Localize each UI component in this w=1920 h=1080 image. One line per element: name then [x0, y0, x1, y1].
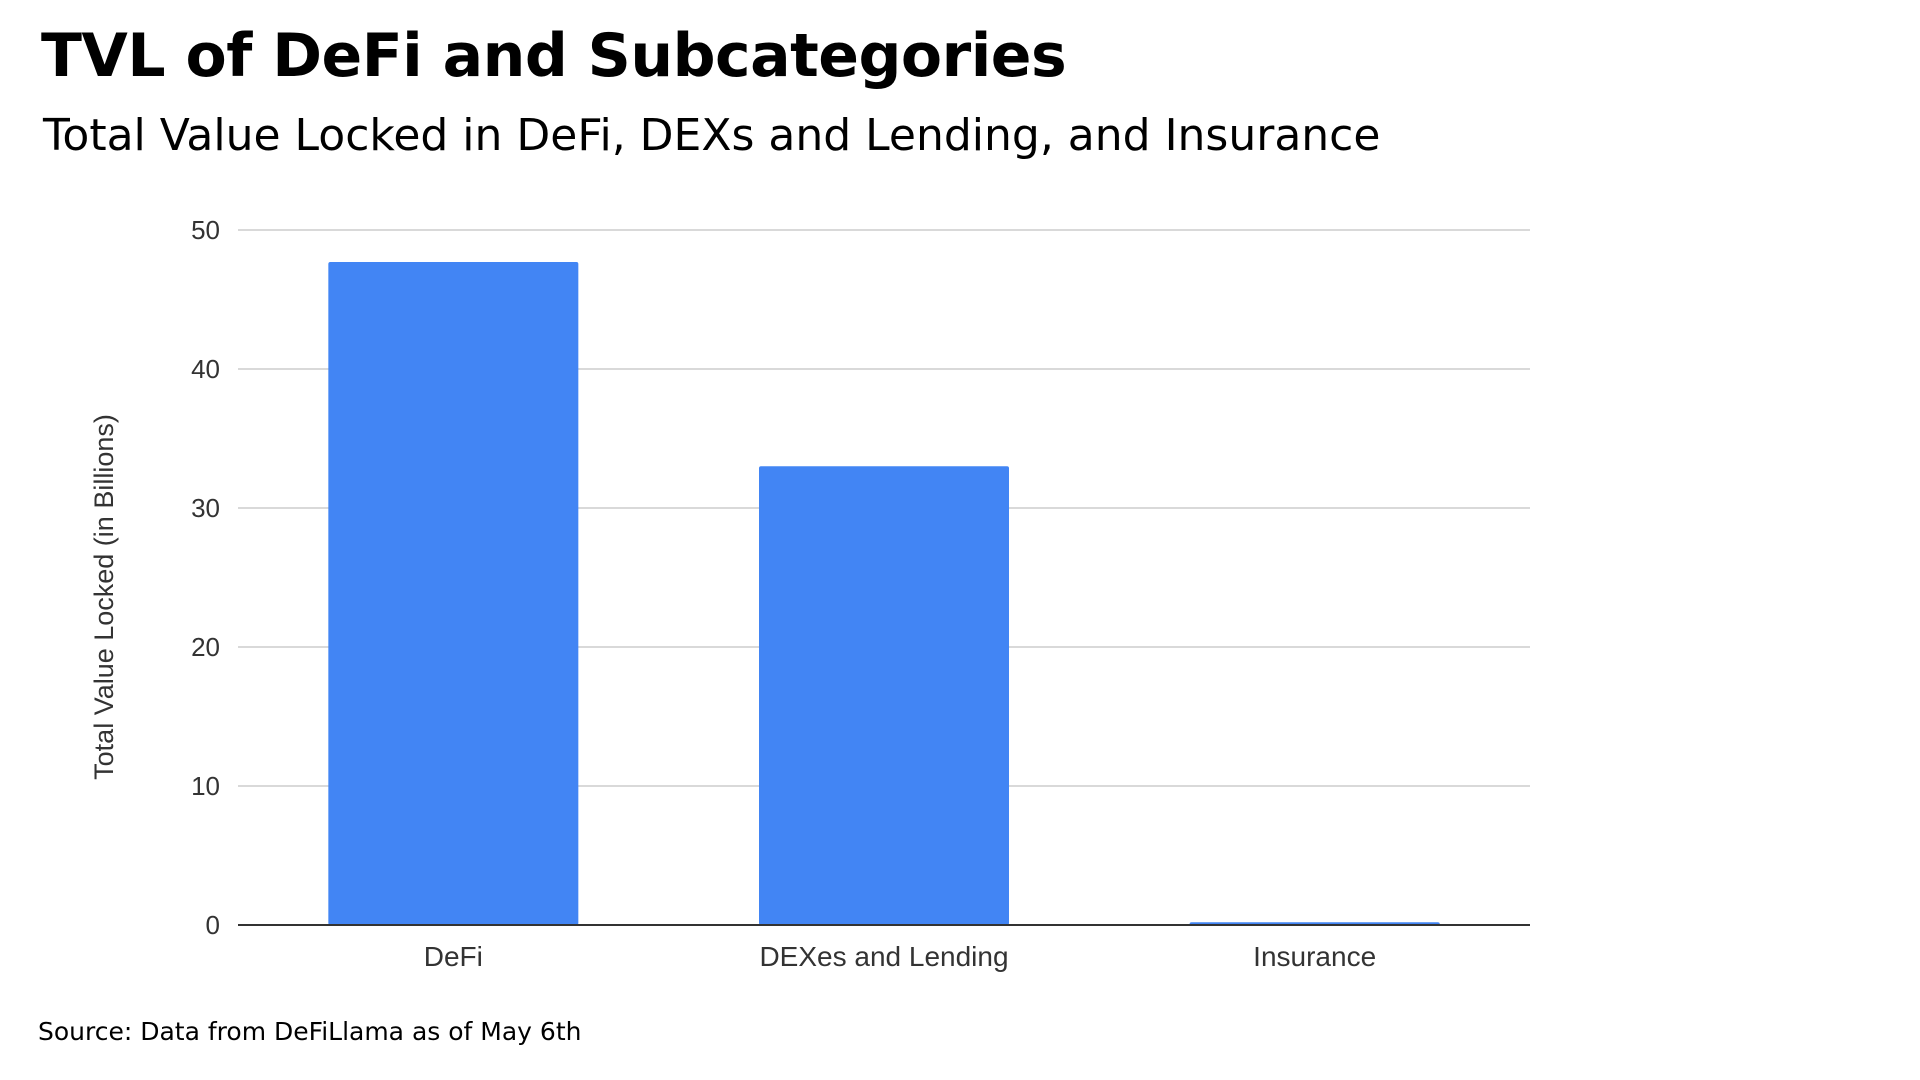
y-tick-label: 50 [191, 215, 220, 245]
y-tick-label: 40 [191, 354, 220, 384]
y-tick-label: 0 [206, 910, 220, 940]
y-tick-label: 10 [191, 771, 220, 801]
y-tick-label: 20 [191, 632, 220, 662]
y-axis-title: Total Value Locked (in Billions) [89, 414, 119, 780]
x-category-label: Insurance [1253, 941, 1376, 972]
x-category-label: DeFi [424, 941, 483, 972]
bars [328, 261, 1440, 926]
y-tick-label: 30 [191, 493, 220, 523]
bar-defi [328, 261, 579, 926]
bar-dexes-and-lending [759, 466, 1009, 925]
y-axis-ticks: 0 10 20 30 40 50 [191, 215, 220, 940]
chart-title: TVL of DeFi and Subcategories [41, 21, 1067, 91]
source-note: Source: Data from DeFiLlama as of May 6t… [38, 1017, 582, 1046]
bar-chart: 0 10 20 30 40 50 DeFi DEXes and Lending Insuran… [89, 215, 1530, 972]
x-axis-categories: DeFi DEXes and Lending Insurance [424, 941, 1376, 972]
x-category-label: DEXes and Lending [759, 941, 1008, 972]
chart-subtitle: Total Value Locked in DeFi, DEXs and Len… [43, 110, 1381, 161]
